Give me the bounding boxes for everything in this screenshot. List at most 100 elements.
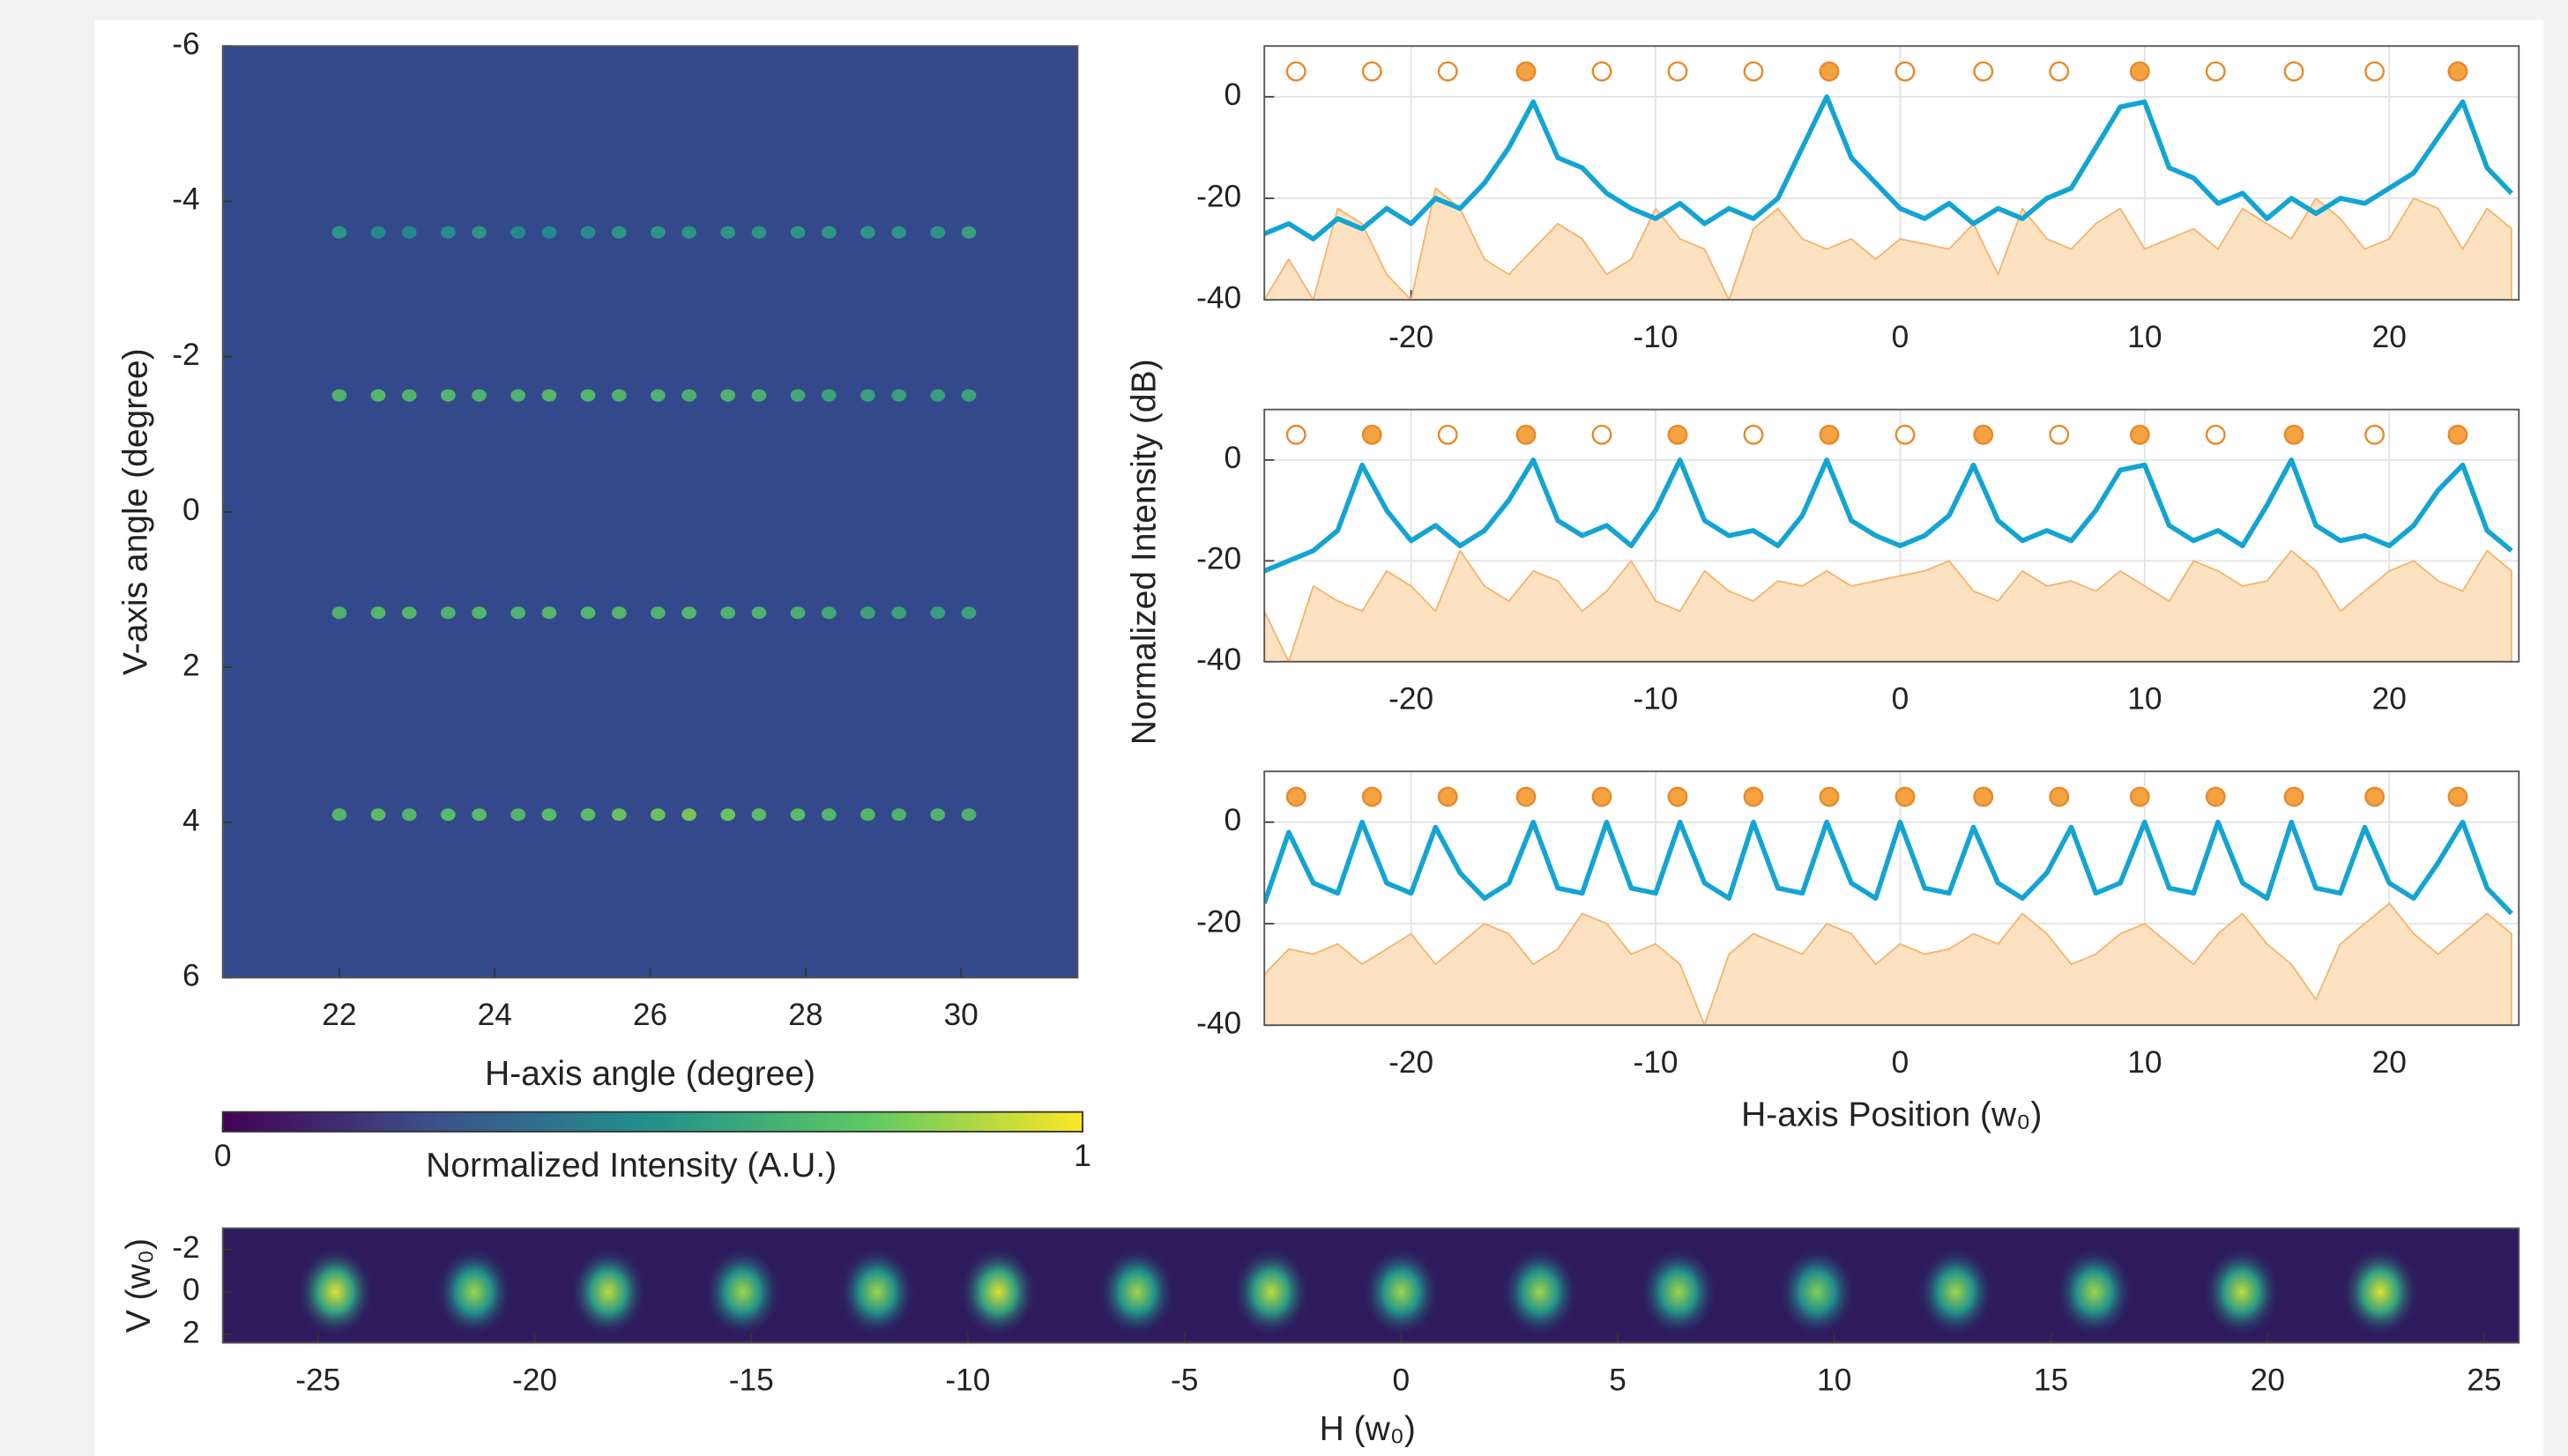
filled-marker [2283,424,2304,445]
y-axis-label: Normalized Intensity (dB) [1126,359,1164,745]
spot [891,226,907,239]
spot [821,606,837,620]
spot [790,606,806,620]
spot [837,1245,917,1338]
spot [541,226,557,239]
spot [1916,1245,1995,1338]
spot [860,808,875,821]
spot [401,808,417,821]
filled-marker [1437,786,1458,807]
spot [472,389,487,402]
colorbar-tick-label: 1 [1074,1139,1091,1173]
y-tick-label: -20 [1196,904,1241,939]
filled-marker [1361,424,1382,445]
spot [370,226,386,239]
plot-frame [221,1227,2520,1344]
spot [580,606,596,620]
spot [541,808,557,821]
y-tick-label: 4 [182,803,200,837]
spot [370,606,386,620]
x-tick-label: 28 [788,998,823,1032]
heatmap-background [222,46,1078,978]
filled-marker [1591,786,1612,807]
spot [751,808,767,821]
spot [472,606,487,620]
open-marker [1437,61,1458,82]
spot [650,808,666,821]
filled-marker [1361,786,1382,807]
spot [370,808,386,821]
spot [611,226,627,239]
spot [958,1245,1038,1338]
x-tick-label: -5 [1171,1363,1198,1398]
x-tick-label: -20 [1388,682,1433,717]
spot [961,808,977,821]
filled-marker [2129,424,2150,445]
filled-marker [2129,61,2150,82]
filled-marker [1515,786,1537,807]
filled-marker [2447,424,2468,445]
spot [510,226,526,239]
spot [961,389,977,402]
spot [930,389,946,402]
spot [720,808,736,821]
open-marker [1894,61,1916,82]
y-tick-label: -6 [172,27,199,62]
filled-marker [2283,786,2304,807]
filled-marker [1973,786,1994,807]
filled-marker [1819,61,1840,82]
y-tick-label: -20 [1196,179,1241,213]
open-marker [1743,61,1764,82]
spot [891,808,907,821]
filled-marker [2447,786,2468,807]
filled-marker [2205,786,2226,807]
spot [510,606,526,620]
colorbar [221,1111,1083,1133]
spot [331,606,347,620]
spot [650,226,666,239]
x-tick-label: -20 [512,1363,557,1398]
spot [720,606,736,620]
x-tick-label: 24 [478,998,512,1032]
open-marker [1591,424,1612,445]
plot-frame [221,45,1079,979]
spot [790,389,806,402]
filled-marker [1743,786,1764,807]
spot [681,808,696,821]
x-tick-label: 0 [1892,682,1909,717]
x-tick-label: 0 [1892,1045,1909,1080]
open-marker [1743,424,1764,445]
x-tick-label: -20 [1388,320,1433,354]
x-tick-label: -20 [1388,1045,1433,1080]
spot [860,226,875,239]
spot [440,389,456,402]
spot [580,226,596,239]
open-marker [2049,424,2070,445]
x-tick-label: 30 [944,998,979,1032]
filled-marker [1667,786,1688,807]
y-axis-label: V (w₀) [120,1238,158,1333]
filled-marker [2049,786,2070,807]
spot [751,606,767,620]
plot-frame [1263,408,2520,663]
spot [821,226,837,239]
x-tick-label: -15 [729,1363,774,1398]
spot [611,606,627,620]
plot-frame [1263,45,2520,301]
filled-marker [1285,786,1306,807]
spot [440,226,456,239]
spot [1500,1245,1580,1338]
spot [510,389,526,402]
spot [331,808,347,821]
plot-frame [1263,770,2520,1027]
y-tick-label: 2 [182,1315,200,1349]
spot [751,226,767,239]
y-tick-label: -2 [172,338,199,372]
spot [930,226,946,239]
spot [569,1245,648,1338]
spot [295,1245,376,1338]
spot [751,389,767,402]
spot [703,1245,782,1338]
x-tick-label: -25 [295,1363,340,1398]
